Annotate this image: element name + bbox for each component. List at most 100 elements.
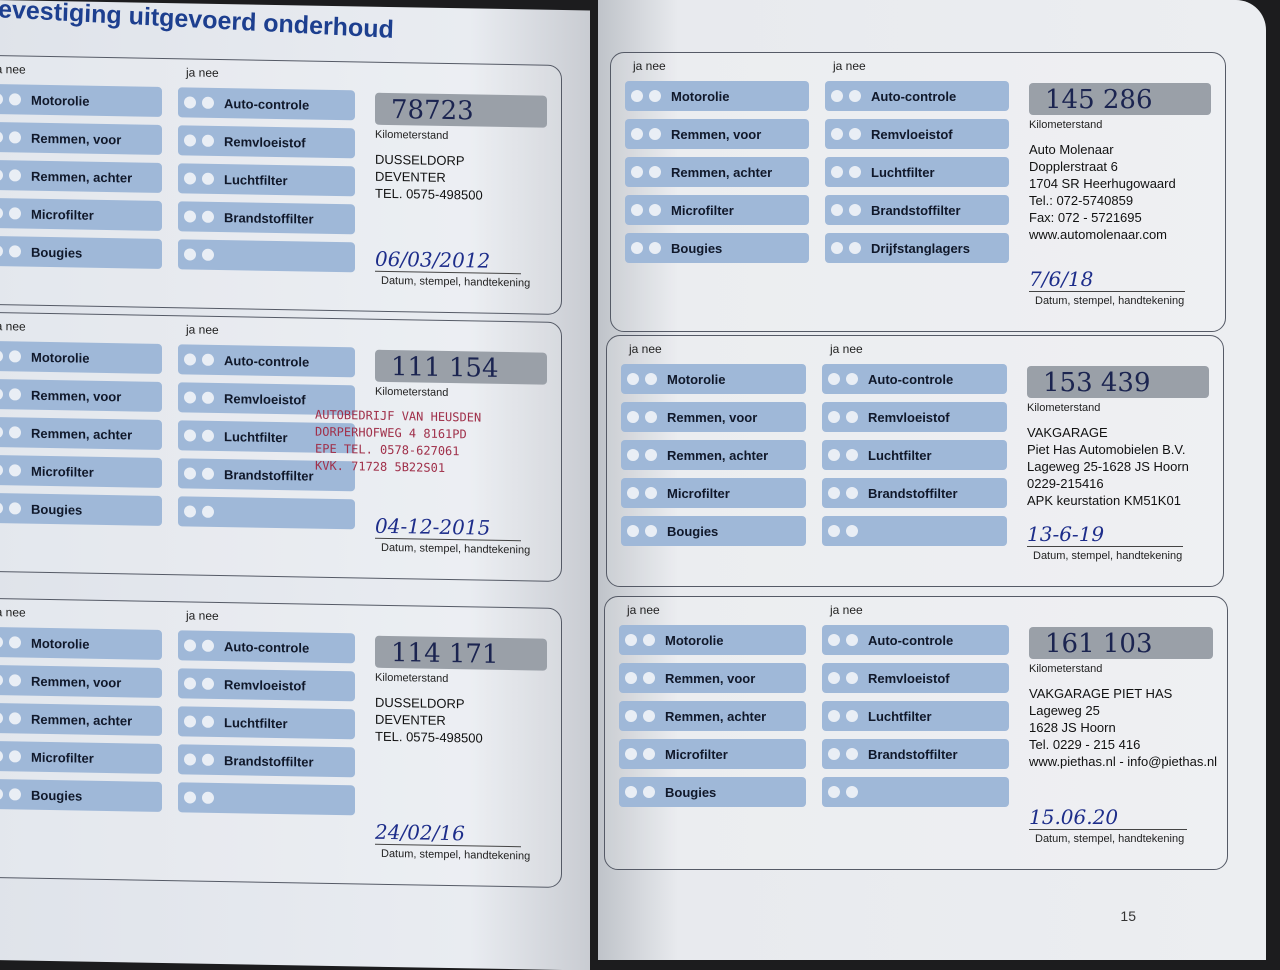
ja-checkbox[interactable] [631, 242, 643, 254]
nee-checkbox[interactable] [9, 93, 21, 106]
ja-checkbox[interactable] [184, 96, 196, 109]
nee-checkbox[interactable] [202, 134, 214, 147]
ja-checkbox[interactable] [0, 93, 3, 106]
nee-checkbox[interactable] [202, 429, 214, 442]
ja-checkbox[interactable] [0, 245, 3, 258]
ja-checkbox[interactable] [627, 411, 639, 423]
nee-checkbox[interactable] [645, 373, 657, 385]
ja-checkbox[interactable] [0, 464, 3, 477]
ja-checkbox[interactable] [828, 373, 840, 385]
nee-checkbox[interactable] [9, 788, 21, 801]
nee-checkbox[interactable] [846, 672, 858, 684]
ja-checkbox[interactable] [0, 207, 3, 220]
ja-checkbox[interactable] [627, 487, 639, 499]
ja-checkbox[interactable] [184, 639, 196, 652]
nee-checkbox[interactable] [846, 525, 858, 537]
nee-checkbox[interactable] [849, 128, 861, 140]
nee-checkbox[interactable] [643, 634, 655, 646]
ja-checkbox[interactable] [627, 449, 639, 461]
ja-checkbox[interactable] [0, 750, 3, 763]
nee-checkbox[interactable] [9, 674, 21, 687]
nee-checkbox[interactable] [202, 677, 214, 690]
ja-checkbox[interactable] [184, 248, 196, 261]
ja-checkbox[interactable] [831, 90, 843, 102]
ja-checkbox[interactable] [184, 677, 196, 690]
ja-checkbox[interactable] [625, 786, 637, 798]
nee-checkbox[interactable] [202, 753, 214, 766]
nee-checkbox[interactable] [202, 248, 214, 261]
nee-checkbox[interactable] [645, 449, 657, 461]
nee-checkbox[interactable] [202, 96, 214, 109]
nee-checkbox[interactable] [9, 131, 21, 144]
nee-checkbox[interactable] [649, 242, 661, 254]
nee-checkbox[interactable] [643, 710, 655, 722]
nee-checkbox[interactable] [649, 204, 661, 216]
nee-checkbox[interactable] [849, 204, 861, 216]
ja-checkbox[interactable] [631, 204, 643, 216]
nee-checkbox[interactable] [202, 791, 214, 804]
ja-checkbox[interactable] [627, 525, 639, 537]
ja-checkbox[interactable] [184, 391, 196, 404]
nee-checkbox[interactable] [849, 90, 861, 102]
nee-checkbox[interactable] [9, 388, 21, 401]
nee-checkbox[interactable] [645, 487, 657, 499]
nee-checkbox[interactable] [846, 748, 858, 760]
ja-checkbox[interactable] [828, 525, 840, 537]
nee-checkbox[interactable] [846, 373, 858, 385]
ja-checkbox[interactable] [184, 753, 196, 766]
ja-checkbox[interactable] [0, 674, 3, 687]
ja-checkbox[interactable] [631, 166, 643, 178]
ja-checkbox[interactable] [631, 90, 643, 102]
nee-checkbox[interactable] [846, 411, 858, 423]
ja-checkbox[interactable] [831, 166, 843, 178]
nee-checkbox[interactable] [9, 712, 21, 725]
ja-checkbox[interactable] [625, 710, 637, 722]
ja-checkbox[interactable] [631, 128, 643, 140]
nee-checkbox[interactable] [649, 166, 661, 178]
nee-checkbox[interactable] [846, 786, 858, 798]
ja-checkbox[interactable] [0, 131, 3, 144]
ja-checkbox[interactable] [0, 388, 3, 401]
nee-checkbox[interactable] [9, 750, 21, 763]
ja-checkbox[interactable] [0, 636, 3, 649]
ja-checkbox[interactable] [828, 672, 840, 684]
nee-checkbox[interactable] [202, 639, 214, 652]
ja-checkbox[interactable] [184, 505, 196, 518]
ja-checkbox[interactable] [625, 672, 637, 684]
ja-checkbox[interactable] [828, 710, 840, 722]
ja-checkbox[interactable] [625, 748, 637, 760]
nee-checkbox[interactable] [846, 634, 858, 646]
nee-checkbox[interactable] [9, 169, 21, 182]
nee-checkbox[interactable] [9, 245, 21, 258]
nee-checkbox[interactable] [9, 350, 21, 363]
ja-checkbox[interactable] [0, 169, 3, 182]
nee-checkbox[interactable] [202, 467, 214, 480]
nee-checkbox[interactable] [849, 242, 861, 254]
ja-checkbox[interactable] [184, 134, 196, 147]
ja-checkbox[interactable] [0, 426, 3, 439]
nee-checkbox[interactable] [846, 487, 858, 499]
ja-checkbox[interactable] [184, 467, 196, 480]
nee-checkbox[interactable] [645, 525, 657, 537]
ja-checkbox[interactable] [0, 350, 3, 363]
nee-checkbox[interactable] [9, 502, 21, 515]
nee-checkbox[interactable] [846, 449, 858, 461]
ja-checkbox[interactable] [184, 353, 196, 366]
nee-checkbox[interactable] [643, 786, 655, 798]
nee-checkbox[interactable] [202, 172, 214, 185]
nee-checkbox[interactable] [849, 166, 861, 178]
ja-checkbox[interactable] [0, 502, 3, 515]
ja-checkbox[interactable] [828, 487, 840, 499]
ja-checkbox[interactable] [627, 373, 639, 385]
ja-checkbox[interactable] [831, 204, 843, 216]
ja-checkbox[interactable] [184, 172, 196, 185]
ja-checkbox[interactable] [828, 748, 840, 760]
nee-checkbox[interactable] [202, 715, 214, 728]
nee-checkbox[interactable] [202, 210, 214, 223]
nee-checkbox[interactable] [9, 464, 21, 477]
ja-checkbox[interactable] [831, 242, 843, 254]
ja-checkbox[interactable] [625, 634, 637, 646]
nee-checkbox[interactable] [643, 748, 655, 760]
ja-checkbox[interactable] [184, 429, 196, 442]
ja-checkbox[interactable] [0, 788, 3, 801]
